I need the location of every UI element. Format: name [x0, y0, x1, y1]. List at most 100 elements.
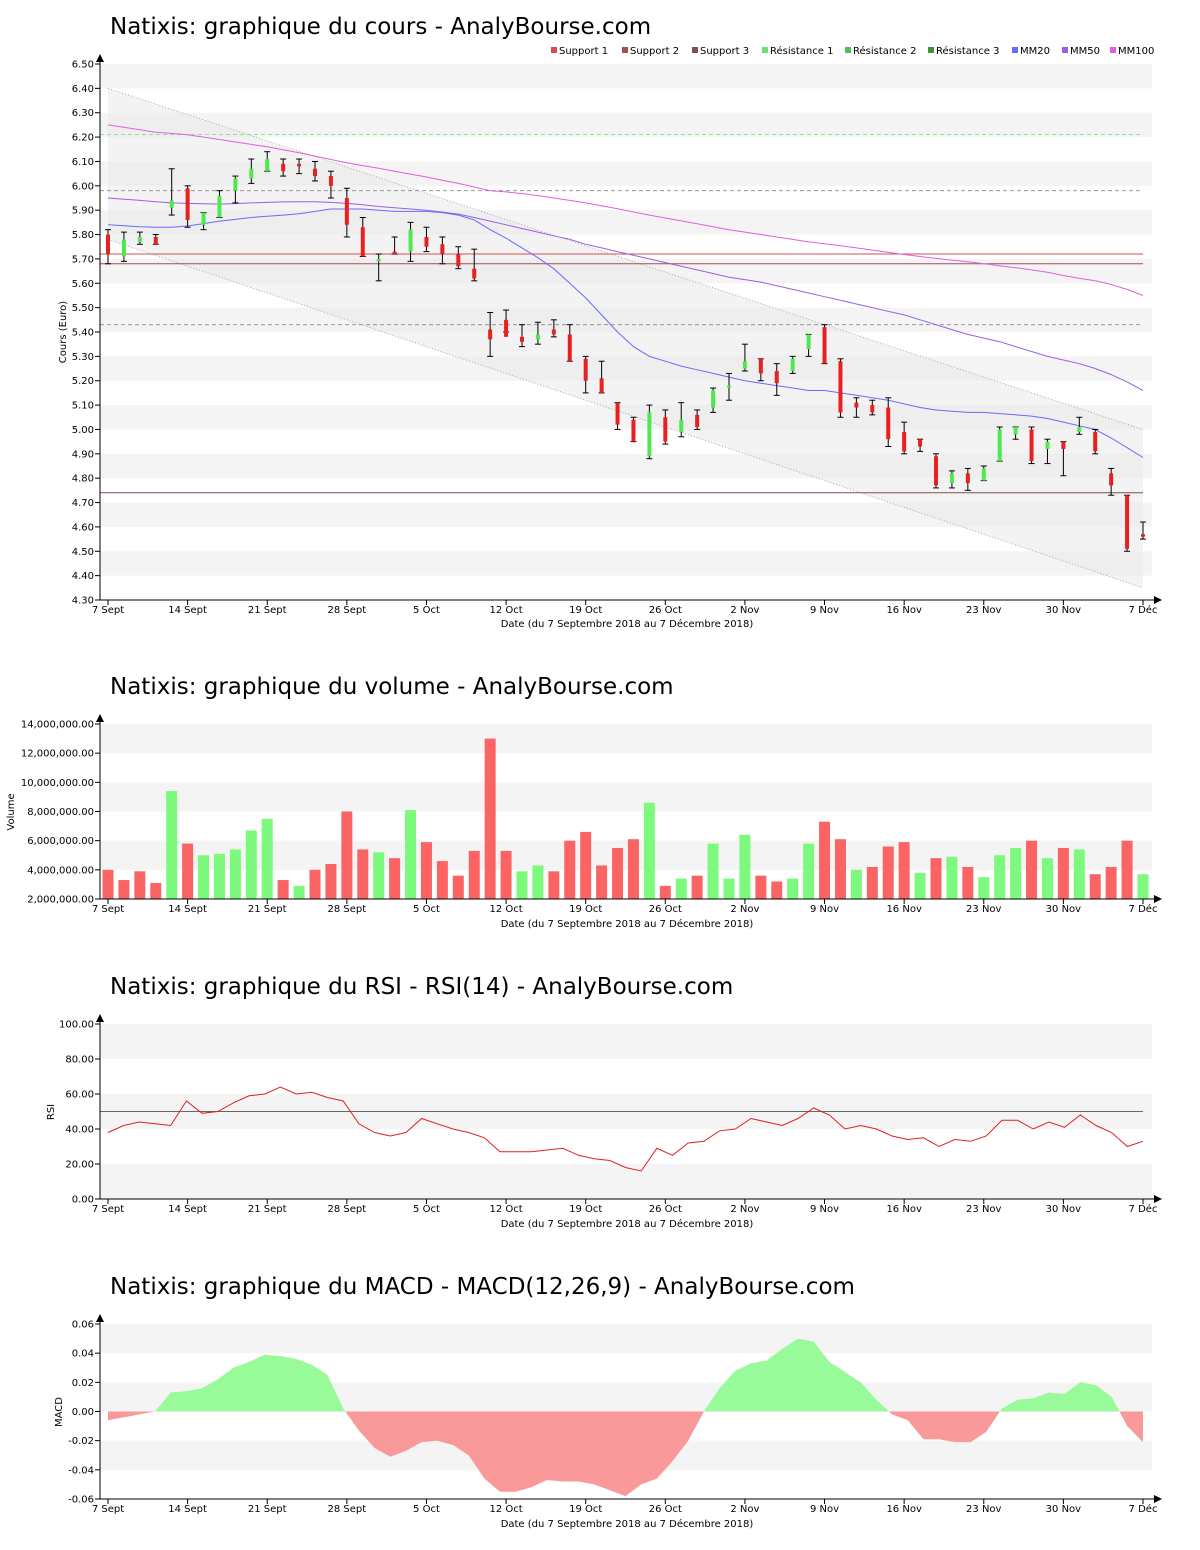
- candle: [280, 158, 287, 177]
- y-tick-label: 6.20: [72, 133, 94, 144]
- y-tick-label: 5.10: [72, 401, 94, 412]
- y-axis-arrow: [96, 1014, 104, 1022]
- candle: [534, 321, 541, 345]
- volume-bar: [994, 855, 1006, 899]
- x-tick-label: 5 Oct: [413, 605, 440, 616]
- price-panel: Natixis: graphique du cours - AnalyBours…: [58, 14, 1162, 630]
- y-tick-label: 0.00: [72, 1407, 94, 1418]
- candle: [948, 470, 955, 489]
- candle: [996, 426, 1003, 462]
- candle-body: [1093, 431, 1098, 452]
- y-tick-label: 14,000,000.00: [21, 720, 94, 731]
- volume-bar: [850, 869, 862, 899]
- volume-bar: [1089, 874, 1101, 899]
- y-tick-label: 5.70: [72, 254, 94, 265]
- mm50-line: [107, 197, 1144, 391]
- volume-bar: [691, 875, 703, 899]
- y-tick-label: 20.00: [65, 1160, 94, 1171]
- x-tick-label: 19 Oct: [569, 605, 602, 616]
- volume-bar: [452, 875, 464, 899]
- candle-body: [456, 254, 461, 267]
- candle-body: [774, 370, 779, 384]
- x-tick-label: 7 Sept: [92, 605, 124, 616]
- x-tick-label: 2 Nov: [730, 605, 759, 616]
- price-chart-title: Natixis: graphique du cours - AnalyBours…: [110, 14, 651, 40]
- candle-body: [679, 419, 684, 432]
- candle: [1108, 467, 1115, 496]
- y-tick-label: 4.60: [72, 522, 94, 533]
- candle: [726, 372, 732, 401]
- x-tick-label: 5 Oct: [413, 1504, 440, 1515]
- candle: [503, 309, 510, 337]
- y-tick-label: 4.50: [72, 547, 94, 558]
- mm20-line: [107, 208, 1144, 458]
- y-tick-label: 0.04: [72, 1349, 94, 1360]
- y-axis-arrow: [96, 1314, 104, 1322]
- y-tick-label: 6.10: [72, 157, 94, 168]
- candle: [614, 402, 621, 430]
- x-tick-label: 7 Déc: [1129, 1203, 1158, 1215]
- volume-bar: [627, 839, 639, 899]
- x-tick-label: 30 Nov: [1046, 1204, 1082, 1215]
- legend-swatch: [622, 47, 628, 53]
- y-axis-arrow: [96, 714, 104, 722]
- volume-bar: [548, 871, 560, 899]
- candle: [678, 402, 685, 438]
- candle-body: [1141, 534, 1145, 537]
- candle: [327, 170, 334, 199]
- macd-x-axis-label: Date (du 7 Septembre 2018 au 7 Décembre …: [501, 1518, 754, 1530]
- volume-bar: [261, 818, 273, 899]
- volume-bar: [978, 877, 990, 899]
- candle-body: [169, 200, 174, 208]
- candle-body: [1013, 427, 1018, 435]
- volume-bar: [245, 830, 257, 899]
- volume-bar: [723, 878, 735, 899]
- candle: [1092, 428, 1099, 455]
- candle-body: [551, 329, 556, 335]
- macd-positive-area: [703, 1338, 889, 1412]
- candle-body: [201, 212, 206, 225]
- x-tick-label: 21 Sept: [248, 605, 287, 616]
- x-tick-label: 14 Sept: [168, 605, 207, 616]
- x-tick-label: 7 Sept: [92, 904, 124, 915]
- volume-bar: [1026, 840, 1038, 899]
- volume-bar: [118, 880, 130, 899]
- x-tick-label: 26 Oct: [649, 605, 682, 616]
- legend-label: Support 1: [559, 46, 608, 57]
- volume-bar: [580, 831, 592, 899]
- candle-body: [137, 236, 142, 242]
- legend-label: Résistance 2: [853, 45, 916, 57]
- candle-body: [583, 358, 588, 381]
- candle-body: [328, 176, 333, 186]
- y-tick-label: 0.00: [72, 1195, 94, 1206]
- x-tick-label: 7 Déc: [1129, 604, 1158, 616]
- y-tick-label: 12,000,000.00: [21, 749, 94, 760]
- x-tick-label: 7 Déc: [1129, 1503, 1158, 1515]
- legend-swatch: [1110, 47, 1116, 53]
- x-tick-label: 2 Nov: [730, 1504, 759, 1515]
- candle: [805, 333, 812, 357]
- volume-bar: [787, 878, 799, 899]
- x-tick-label: 30 Nov: [1046, 605, 1082, 616]
- macd-negative-area: [889, 1411, 1000, 1443]
- candle: [152, 234, 159, 245]
- candle: [773, 363, 780, 396]
- volume-bar: [102, 869, 114, 899]
- candle-body: [488, 329, 493, 340]
- candle: [566, 324, 573, 362]
- volume-bar: [484, 738, 496, 899]
- candle-body: [376, 258, 381, 262]
- macd-panel: Natixis: graphique du MACD - MACD(12,26,…: [54, 1274, 1162, 1530]
- candle-body: [949, 473, 954, 484]
- grid-band: [100, 1164, 1152, 1199]
- legend-swatch: [928, 47, 934, 53]
- macd-positive-area: [155, 1354, 346, 1412]
- candle-body: [265, 159, 270, 172]
- candle: [630, 416, 637, 443]
- x-tick-label: 19 Oct: [569, 1204, 602, 1215]
- candle-body: [599, 378, 604, 393]
- candle-body: [567, 334, 572, 362]
- candle-body: [742, 361, 747, 369]
- legend-swatch: [551, 47, 557, 53]
